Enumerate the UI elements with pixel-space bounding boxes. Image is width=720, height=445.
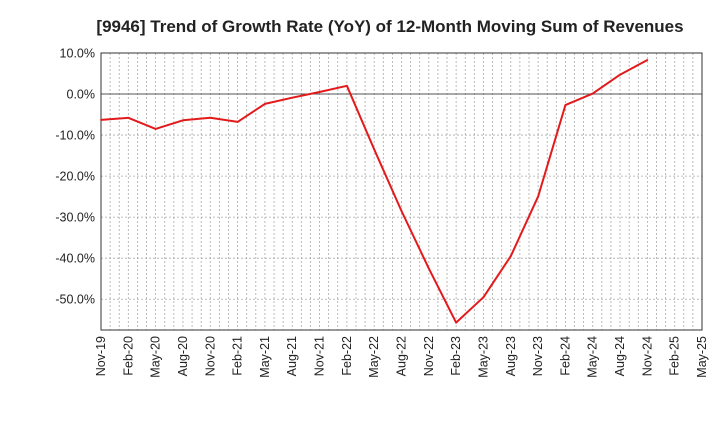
data-point [100,118,102,121]
x-tick-label: Aug-22 [395,336,409,376]
x-tick-label: May-20 [149,336,163,378]
data-point [345,84,348,87]
data-point [373,148,376,151]
x-tick-label: Nov-23 [531,336,545,376]
y-axis-ticks: 10.0% 0.0% -10.0% -20.0% -30.0% -40.0% -50.0% [55,47,95,307]
chart-title: [9946] Trend of Growth Rate (YoY) of 12-… [96,17,683,36]
data-point [427,267,430,270]
data-point [209,116,212,119]
x-tick-label: Aug-23 [504,336,518,376]
x-tick-label: Feb-22 [340,336,354,376]
data-point [236,121,239,123]
y-tick-label: -40.0% [55,252,95,266]
x-tick-label: Aug-20 [176,336,190,376]
x-tick-label: May-23 [476,336,490,378]
x-tick-label: Nov-24 [640,336,654,376]
x-axis-ticks: Nov-19 Feb-20 May-20 Aug-20 Nov-20 Feb-21 May-… [94,336,709,378]
x-tick-label: Feb-25 [668,336,682,376]
data-point [455,321,458,324]
x-tick-label: May-25 [695,336,709,378]
x-tick-label: Feb-20 [121,336,135,376]
y-tick-label: -20.0% [55,170,95,184]
y-tick-label: -10.0% [55,129,95,143]
y-tick-label: -30.0% [55,211,95,225]
x-tick-label: Feb-23 [449,336,463,376]
data-point [619,73,621,76]
x-tick-label: Aug-21 [285,336,299,376]
data-point [509,255,512,258]
data-point [127,116,130,119]
x-tick-label: May-22 [367,336,381,378]
data-point [182,119,184,122]
data-point [291,96,294,99]
plot-frame [100,52,703,331]
axes [100,52,703,331]
x-tick-label: Nov-20 [203,336,217,376]
x-tick-label: Nov-19 [94,336,108,376]
data-point [591,92,594,95]
data-point [264,102,266,105]
data-point [564,104,567,107]
y-tick-label: -50.0% [55,293,95,307]
x-tick-label: Nov-21 [313,336,327,376]
data-point [537,195,539,198]
x-tick-label: Nov-22 [422,336,436,376]
data-point [154,128,157,130]
x-tick-label: Aug-24 [613,336,627,376]
x-tick-label: Feb-24 [558,336,572,376]
y-tick-label: 10.0% [60,47,95,61]
data-point [400,210,403,212]
x-tick-label: Feb-21 [231,336,245,376]
data-point [318,91,321,93]
plot-area [101,53,702,330]
series [100,59,649,324]
x-tick-label: May-24 [586,336,600,378]
data-point [482,296,485,299]
x-tick-label: May-21 [258,336,272,378]
grid [101,52,702,330]
y-tick-label: 0.0% [67,88,96,102]
data-point [646,59,649,61]
